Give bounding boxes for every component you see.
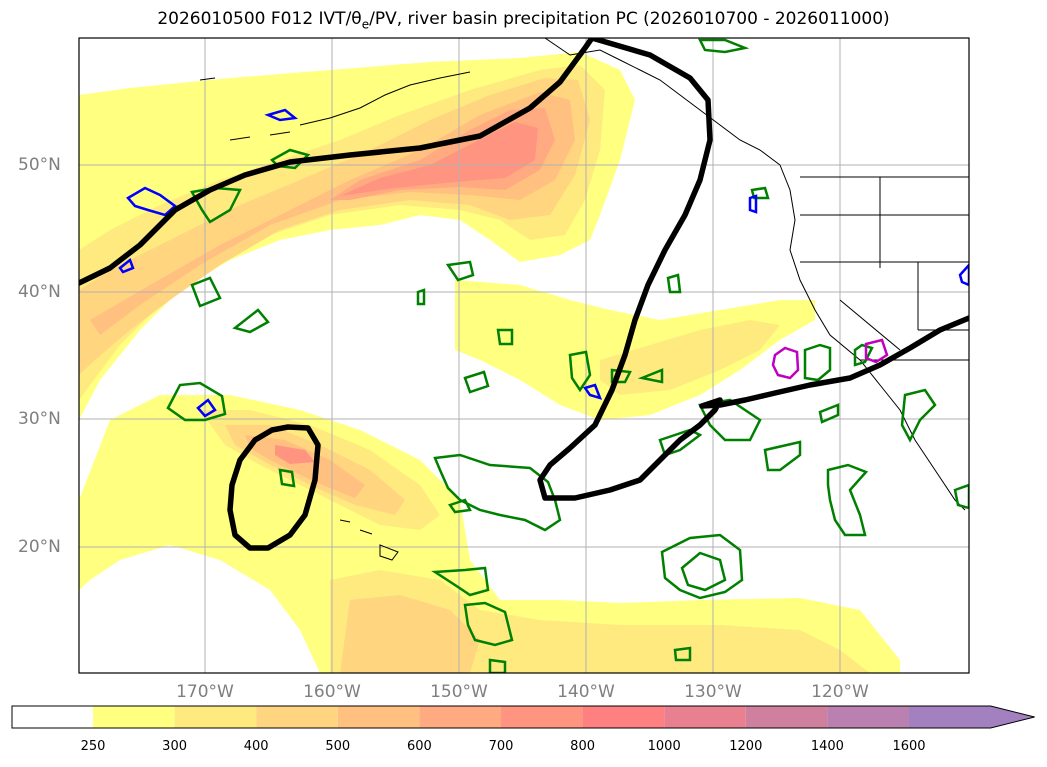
colorbar-tick-label: 1600 bbox=[892, 739, 926, 754]
lat-label-40n: 40°N bbox=[18, 282, 61, 302]
colorbar-segment bbox=[582, 706, 665, 728]
colorbar-segment bbox=[337, 706, 420, 728]
lon-label-160w: 160°W bbox=[303, 682, 361, 702]
hawaii bbox=[339, 519, 399, 561]
lon-label-140w: 140°W bbox=[557, 682, 615, 702]
lat-label-50n: 50°N bbox=[18, 155, 61, 175]
colorbar-tick-label: 300 bbox=[162, 739, 187, 754]
colorbar-segment bbox=[745, 706, 828, 728]
alaska-coast bbox=[544, 38, 781, 166]
colorbar-outline bbox=[11, 705, 1035, 729]
map-title: 2026010500 F012 IVT/θe/PV, river basin p… bbox=[157, 9, 890, 32]
ivt-sub-band-400 bbox=[225, 425, 480, 673]
colorbar-tick-label: 700 bbox=[488, 739, 514, 754]
map-frame bbox=[78, 37, 970, 674]
colorbar-tick-label: 1000 bbox=[647, 739, 681, 754]
colorbar-segment bbox=[909, 706, 1035, 728]
blue-contours bbox=[118, 108, 969, 418]
aleutian-islands bbox=[199, 71, 471, 141]
state-borders bbox=[800, 177, 969, 361]
lat-label-30n: 30°N bbox=[18, 409, 61, 429]
lon-label-130w: 130°W bbox=[684, 682, 742, 702]
colorbar-tick-label: 250 bbox=[80, 739, 106, 754]
colorbar-segment bbox=[256, 706, 338, 728]
colorbar-segment-below bbox=[12, 706, 93, 728]
colorbar-segment bbox=[174, 706, 257, 728]
colorbar-segment bbox=[827, 706, 909, 728]
colorbar-segment bbox=[419, 706, 501, 728]
pv-contour-main bbox=[79, 38, 595, 286]
coastlines bbox=[199, 38, 969, 561]
green-contours bbox=[166, 38, 969, 673]
map-plot-area bbox=[79, 38, 969, 673]
pv-contours bbox=[79, 38, 969, 551]
lat-label-20n: 20°N bbox=[18, 537, 61, 557]
lon-label-120w: 120°W bbox=[811, 682, 869, 702]
ivt-shading bbox=[79, 52, 900, 673]
lon-label-170w: 170°W bbox=[176, 682, 234, 702]
magenta-contours bbox=[771, 338, 889, 380]
pv-contour-trough bbox=[537, 38, 969, 501]
colorbar-segment bbox=[664, 706, 746, 728]
colorbar-tick-label: 1400 bbox=[810, 739, 844, 754]
colorbar-segment bbox=[93, 706, 175, 728]
north-america-coast bbox=[779, 164, 966, 511]
colorbar-segment bbox=[501, 706, 583, 728]
colorbar-tick-label: 800 bbox=[570, 739, 595, 754]
lon-label-150w: 150°W bbox=[430, 682, 488, 702]
colorbar-tick-label: 400 bbox=[243, 739, 269, 754]
colorbar-tick-label: 500 bbox=[325, 739, 351, 754]
colorbar bbox=[11, 705, 1035, 729]
colorbar-tick-label: 1200 bbox=[729, 739, 763, 754]
ivt-band-700 bbox=[340, 122, 538, 196]
colorbar-tick-label: 600 bbox=[406, 739, 432, 754]
pv-contour-cutoff bbox=[227, 424, 321, 551]
ivt-sub-band-600 bbox=[275, 445, 315, 464]
